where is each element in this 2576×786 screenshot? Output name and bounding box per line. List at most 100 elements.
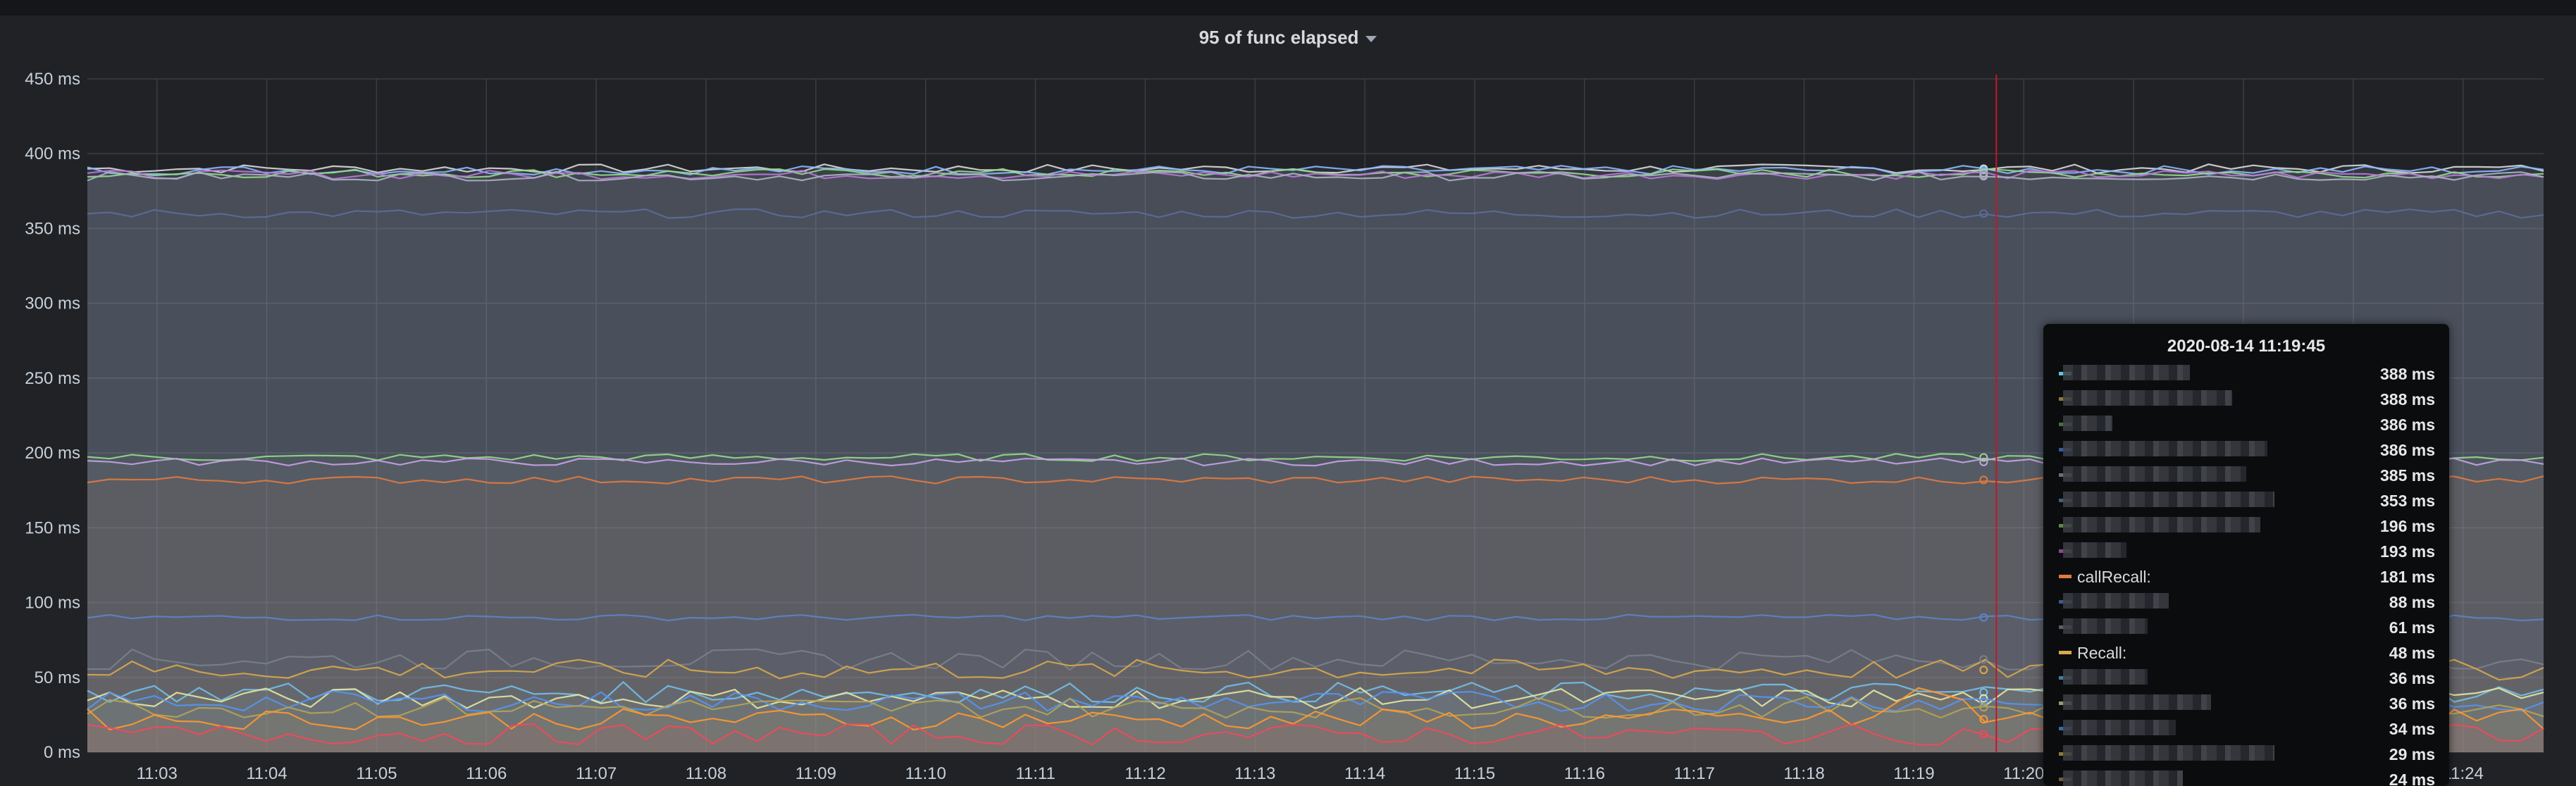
x-tick-label: 11:04 bbox=[246, 764, 287, 783]
tooltip-row: callRecall: 181 ms bbox=[2043, 563, 2449, 589]
series-line bbox=[87, 208, 2544, 219]
redacted-series-name bbox=[2063, 745, 2274, 761]
series-area bbox=[87, 164, 2544, 752]
hover-point bbox=[1979, 655, 1988, 664]
tooltip-series-value: 386 ms bbox=[2379, 416, 2435, 434]
tooltip-series-value: 386 ms bbox=[2379, 441, 2435, 459]
tooltip-series-value: 388 ms bbox=[2379, 365, 2435, 383]
tooltip-row: 34 ms bbox=[2043, 716, 2449, 741]
tooltip-row: 386 ms bbox=[2043, 437, 2449, 462]
series-line bbox=[87, 169, 2544, 180]
tooltip-series-value: 36 ms bbox=[2389, 694, 2435, 713]
y-tick-label: 350 ms bbox=[25, 219, 80, 238]
tooltip-row: 24 ms bbox=[2043, 766, 2449, 786]
y-tick-label: 150 ms bbox=[25, 518, 80, 537]
redacted-series-name bbox=[2063, 618, 2148, 634]
hover-point bbox=[1979, 613, 1988, 622]
redacted-series-name bbox=[2063, 694, 2211, 710]
panel-title[interactable]: 95 of func elapsed bbox=[0, 27, 2576, 49]
tooltip-row: 196 ms bbox=[2043, 513, 2449, 538]
redacted-series-name bbox=[2063, 593, 2169, 609]
series-area bbox=[87, 476, 2544, 752]
tooltip-series-value: 34 ms bbox=[2389, 720, 2435, 738]
redacted-series-name bbox=[2063, 542, 2126, 558]
tooltip-row: 36 ms bbox=[2043, 690, 2449, 716]
tooltip-series-value: 385 ms bbox=[2379, 466, 2435, 485]
series-area bbox=[87, 659, 2544, 752]
series-area bbox=[87, 171, 2544, 752]
x-tick-label: 11:05 bbox=[356, 764, 397, 783]
tooltip-series-value: 48 ms bbox=[2389, 644, 2435, 662]
redacted-series-name bbox=[2063, 365, 2190, 380]
tooltip-row: 388 ms bbox=[2043, 361, 2449, 386]
series-area bbox=[87, 209, 2544, 752]
tooltip-series-value: 353 ms bbox=[2379, 492, 2435, 510]
series-area bbox=[87, 168, 2544, 753]
tooltip-series-value: 36 ms bbox=[2389, 669, 2435, 687]
y-tick-label: 250 ms bbox=[25, 369, 80, 388]
hover-point bbox=[1979, 475, 1988, 485]
chevron-down-icon[interactable] bbox=[1366, 35, 1377, 42]
hover-point bbox=[1979, 730, 1988, 739]
tooltip-series-name: callRecall: bbox=[2077, 568, 2151, 586]
tooltip-row: 353 ms bbox=[2043, 487, 2449, 513]
x-tick-label: 11:14 bbox=[1344, 764, 1385, 783]
panel-title-text[interactable]: 95 of func elapsed bbox=[1199, 27, 1359, 48]
redacted-series-name bbox=[2063, 492, 2274, 507]
x-tick-label: 11:08 bbox=[686, 764, 726, 783]
x-tick-label: 11:18 bbox=[1783, 764, 1824, 783]
x-tick-label: 11:03 bbox=[137, 764, 178, 783]
y-tick-label: 50 ms bbox=[35, 668, 80, 687]
series-line bbox=[87, 170, 2544, 182]
y-tick-label: 100 ms bbox=[25, 594, 80, 613]
tooltip-row: 88 ms bbox=[2043, 589, 2449, 614]
y-tick-label: 400 ms bbox=[25, 144, 80, 163]
y-tick-label: 450 ms bbox=[25, 70, 80, 89]
hover-point bbox=[1979, 666, 1988, 675]
tooltip-series-value: 61 ms bbox=[2389, 618, 2435, 637]
hover-point bbox=[1979, 688, 1988, 697]
series-area bbox=[87, 166, 2544, 753]
hover-point bbox=[1979, 453, 1988, 462]
x-tick-label: 11:19 bbox=[1893, 764, 1934, 783]
x-tick-label: 11:17 bbox=[1674, 764, 1715, 783]
tooltip-row: 385 ms bbox=[2043, 462, 2449, 487]
tooltip-rows: 388 ms 388 ms 386 ms 386 ms 385 ms 353 ms 196 … bbox=[2043, 361, 2449, 786]
redacted-series-name bbox=[2063, 517, 2260, 532]
x-tick-label: 11:09 bbox=[795, 764, 836, 783]
series-area bbox=[87, 691, 2544, 752]
x-tick-label: 11:20 bbox=[2003, 764, 2044, 783]
hover-point bbox=[1979, 703, 1988, 712]
hover-point bbox=[1979, 715, 1988, 724]
series-area bbox=[87, 697, 2544, 752]
series-color-swatch bbox=[2059, 575, 2072, 578]
tooltip-row: 193 ms bbox=[2043, 538, 2449, 563]
y-tick-label: 200 ms bbox=[25, 444, 80, 463]
tooltip-series-value: 88 ms bbox=[2389, 593, 2435, 611]
tooltip-row: Recall: 48 ms bbox=[2043, 640, 2449, 665]
x-tick-label: 11:13 bbox=[1234, 764, 1275, 783]
redacted-series-name bbox=[2063, 390, 2232, 406]
x-tick-label: 11:15 bbox=[1454, 764, 1495, 783]
redacted-series-name bbox=[2063, 416, 2112, 431]
series-area bbox=[87, 458, 2544, 752]
series-area bbox=[87, 454, 2544, 752]
tooltip-row: 386 ms bbox=[2043, 411, 2449, 437]
hover-point bbox=[1979, 697, 1988, 706]
series-area bbox=[87, 170, 2544, 752]
redacted-series-name bbox=[2063, 466, 2246, 482]
series-line bbox=[87, 168, 2544, 179]
x-tick-label: 11:07 bbox=[576, 764, 617, 783]
hover-point bbox=[1979, 694, 1988, 703]
series-area bbox=[87, 614, 2544, 752]
x-tick-label: 11:11 bbox=[1015, 764, 1055, 783]
hover-point bbox=[1979, 166, 1988, 175]
redacted-series-name bbox=[2063, 771, 2183, 786]
x-tick-label: 11:16 bbox=[1564, 764, 1605, 783]
hover-point bbox=[1979, 209, 1988, 218]
tooltip-series-value: 193 ms bbox=[2379, 542, 2435, 561]
y-tick-label: 0 ms bbox=[44, 743, 80, 762]
tooltip-series-value: 181 ms bbox=[2379, 568, 2435, 586]
redacted-series-name bbox=[2063, 720, 2176, 735]
x-tick-label: 11:24 bbox=[2443, 764, 2484, 783]
